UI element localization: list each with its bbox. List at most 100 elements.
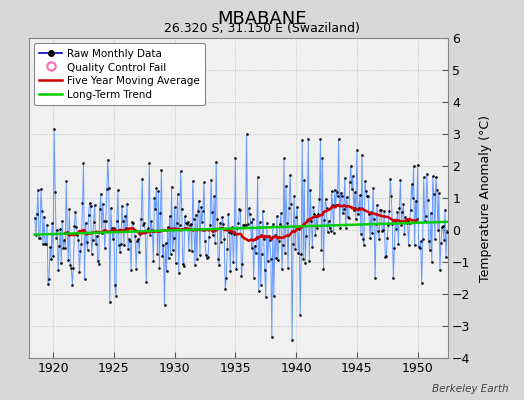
- Point: [193, 256, 201, 262]
- Point: [376, 207, 385, 213]
- Point: [211, 240, 220, 246]
- Point: [371, 275, 379, 281]
- Point: [248, 216, 257, 222]
- Point: [348, 172, 357, 179]
- Point: [231, 155, 239, 161]
- Point: [72, 224, 81, 230]
- Point: [221, 286, 230, 292]
- Point: [339, 210, 347, 216]
- Point: [411, 198, 420, 204]
- Point: [412, 216, 421, 223]
- Point: [373, 201, 381, 208]
- Point: [332, 188, 341, 195]
- Point: [123, 201, 131, 207]
- Point: [255, 288, 263, 294]
- Point: [383, 235, 391, 241]
- Point: [32, 211, 41, 217]
- Point: [438, 224, 446, 230]
- Point: [170, 204, 179, 210]
- Point: [442, 253, 450, 260]
- Point: [230, 230, 238, 237]
- Point: [78, 200, 86, 206]
- Point: [424, 238, 433, 245]
- Point: [101, 245, 109, 252]
- Point: [256, 219, 264, 225]
- Point: [64, 257, 72, 264]
- Point: [281, 250, 289, 256]
- Point: [235, 206, 244, 212]
- Point: [198, 219, 206, 225]
- Point: [421, 213, 430, 219]
- Point: [313, 225, 322, 232]
- Point: [280, 155, 288, 161]
- Point: [242, 222, 250, 228]
- Point: [61, 245, 70, 251]
- Point: [83, 246, 92, 253]
- Point: [160, 302, 169, 308]
- Point: [374, 228, 383, 235]
- Point: [69, 264, 78, 271]
- Point: [372, 221, 380, 228]
- Point: [42, 241, 50, 248]
- Point: [171, 260, 180, 266]
- Point: [406, 220, 414, 226]
- Point: [353, 147, 361, 153]
- Point: [253, 235, 261, 241]
- Point: [71, 208, 80, 215]
- Point: [117, 241, 125, 247]
- Point: [407, 181, 416, 188]
- Point: [399, 201, 408, 207]
- Point: [320, 216, 329, 223]
- Point: [84, 212, 93, 218]
- Point: [204, 253, 212, 260]
- Point: [70, 223, 79, 230]
- Point: [287, 200, 295, 207]
- Point: [290, 192, 298, 199]
- Point: [300, 177, 309, 184]
- Point: [167, 184, 176, 190]
- Point: [266, 237, 274, 244]
- Point: [158, 253, 167, 260]
- Point: [309, 204, 318, 211]
- Point: [163, 224, 172, 230]
- Point: [233, 225, 242, 232]
- Point: [115, 242, 123, 248]
- Point: [265, 232, 273, 239]
- Point: [32, 232, 40, 238]
- Point: [292, 214, 300, 220]
- Point: [225, 228, 234, 235]
- Point: [206, 222, 214, 228]
- Point: [218, 214, 226, 220]
- Point: [391, 218, 400, 224]
- Point: [356, 192, 364, 198]
- Point: [430, 191, 438, 197]
- Point: [289, 241, 297, 247]
- Point: [368, 230, 376, 236]
- Point: [224, 211, 233, 217]
- Point: [167, 251, 175, 257]
- Point: [106, 299, 114, 305]
- Point: [152, 185, 160, 192]
- Point: [443, 228, 451, 235]
- Point: [274, 257, 282, 263]
- Point: [47, 256, 56, 262]
- Point: [269, 221, 277, 227]
- Point: [179, 261, 187, 267]
- Point: [249, 275, 258, 281]
- Point: [330, 230, 338, 236]
- Point: [365, 211, 373, 217]
- Point: [182, 220, 190, 226]
- Point: [31, 215, 39, 221]
- Point: [434, 227, 442, 233]
- Point: [403, 218, 412, 224]
- Point: [122, 224, 130, 231]
- Point: [183, 218, 192, 225]
- Point: [178, 206, 186, 212]
- Point: [389, 275, 398, 281]
- Point: [173, 191, 182, 197]
- Point: [283, 220, 291, 226]
- Point: [296, 312, 304, 318]
- Point: [111, 282, 119, 288]
- Point: [325, 225, 334, 232]
- Point: [322, 204, 331, 211]
